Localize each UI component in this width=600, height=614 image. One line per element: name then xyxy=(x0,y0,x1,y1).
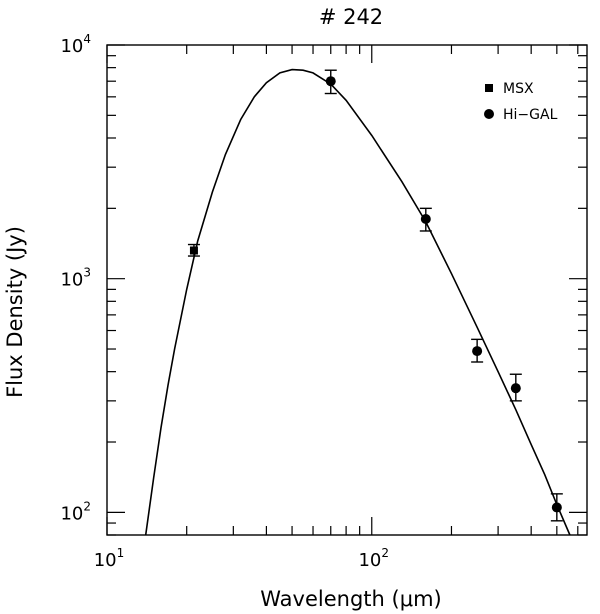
square-marker xyxy=(189,246,198,255)
plot-area xyxy=(106,44,588,536)
y-minor-ticks xyxy=(107,55,587,536)
x-tick-labels: 101 102 xyxy=(94,546,389,571)
higal-data-point xyxy=(324,69,337,95)
y-tick-label: 103 xyxy=(60,266,91,291)
x-tick-label: 101 xyxy=(94,546,125,571)
legend-square-marker xyxy=(485,84,493,92)
legend-entry: Hi−GAL xyxy=(484,107,558,123)
plot-frame xyxy=(106,44,588,536)
legend: MSX Hi−GAL xyxy=(484,81,558,123)
higal-data-point xyxy=(419,207,432,232)
higal-data-point xyxy=(509,373,522,402)
y-tick-labels: 102 103 104 xyxy=(60,32,91,524)
y-major-ticks xyxy=(107,44,587,513)
circle-marker xyxy=(551,502,562,513)
higal-data-point xyxy=(550,493,563,522)
y-tick-label: 104 xyxy=(60,32,91,57)
data-points xyxy=(187,69,563,522)
higal-data-point xyxy=(471,338,484,363)
x-major-ticks xyxy=(106,45,373,535)
model-fit-curve xyxy=(144,68,571,536)
y-tick-label: 102 xyxy=(60,499,91,524)
legend-circle-marker xyxy=(484,109,494,119)
legend-label: Hi−GAL xyxy=(503,107,558,123)
legend-entry: MSX xyxy=(485,81,534,97)
legend-label: MSX xyxy=(503,81,534,97)
circle-marker xyxy=(510,383,521,394)
x-minor-ticks xyxy=(186,45,579,535)
circle-marker xyxy=(472,346,483,357)
circle-marker xyxy=(420,214,431,225)
x-tick-label: 102 xyxy=(358,546,389,571)
chart-title: # 242 xyxy=(319,5,383,29)
msx-data-point xyxy=(187,243,200,257)
y-axis-label: Flux Density (Jy) xyxy=(3,226,27,398)
circle-marker xyxy=(325,76,336,87)
x-axis-label: Wavelength (μm) xyxy=(260,587,441,611)
